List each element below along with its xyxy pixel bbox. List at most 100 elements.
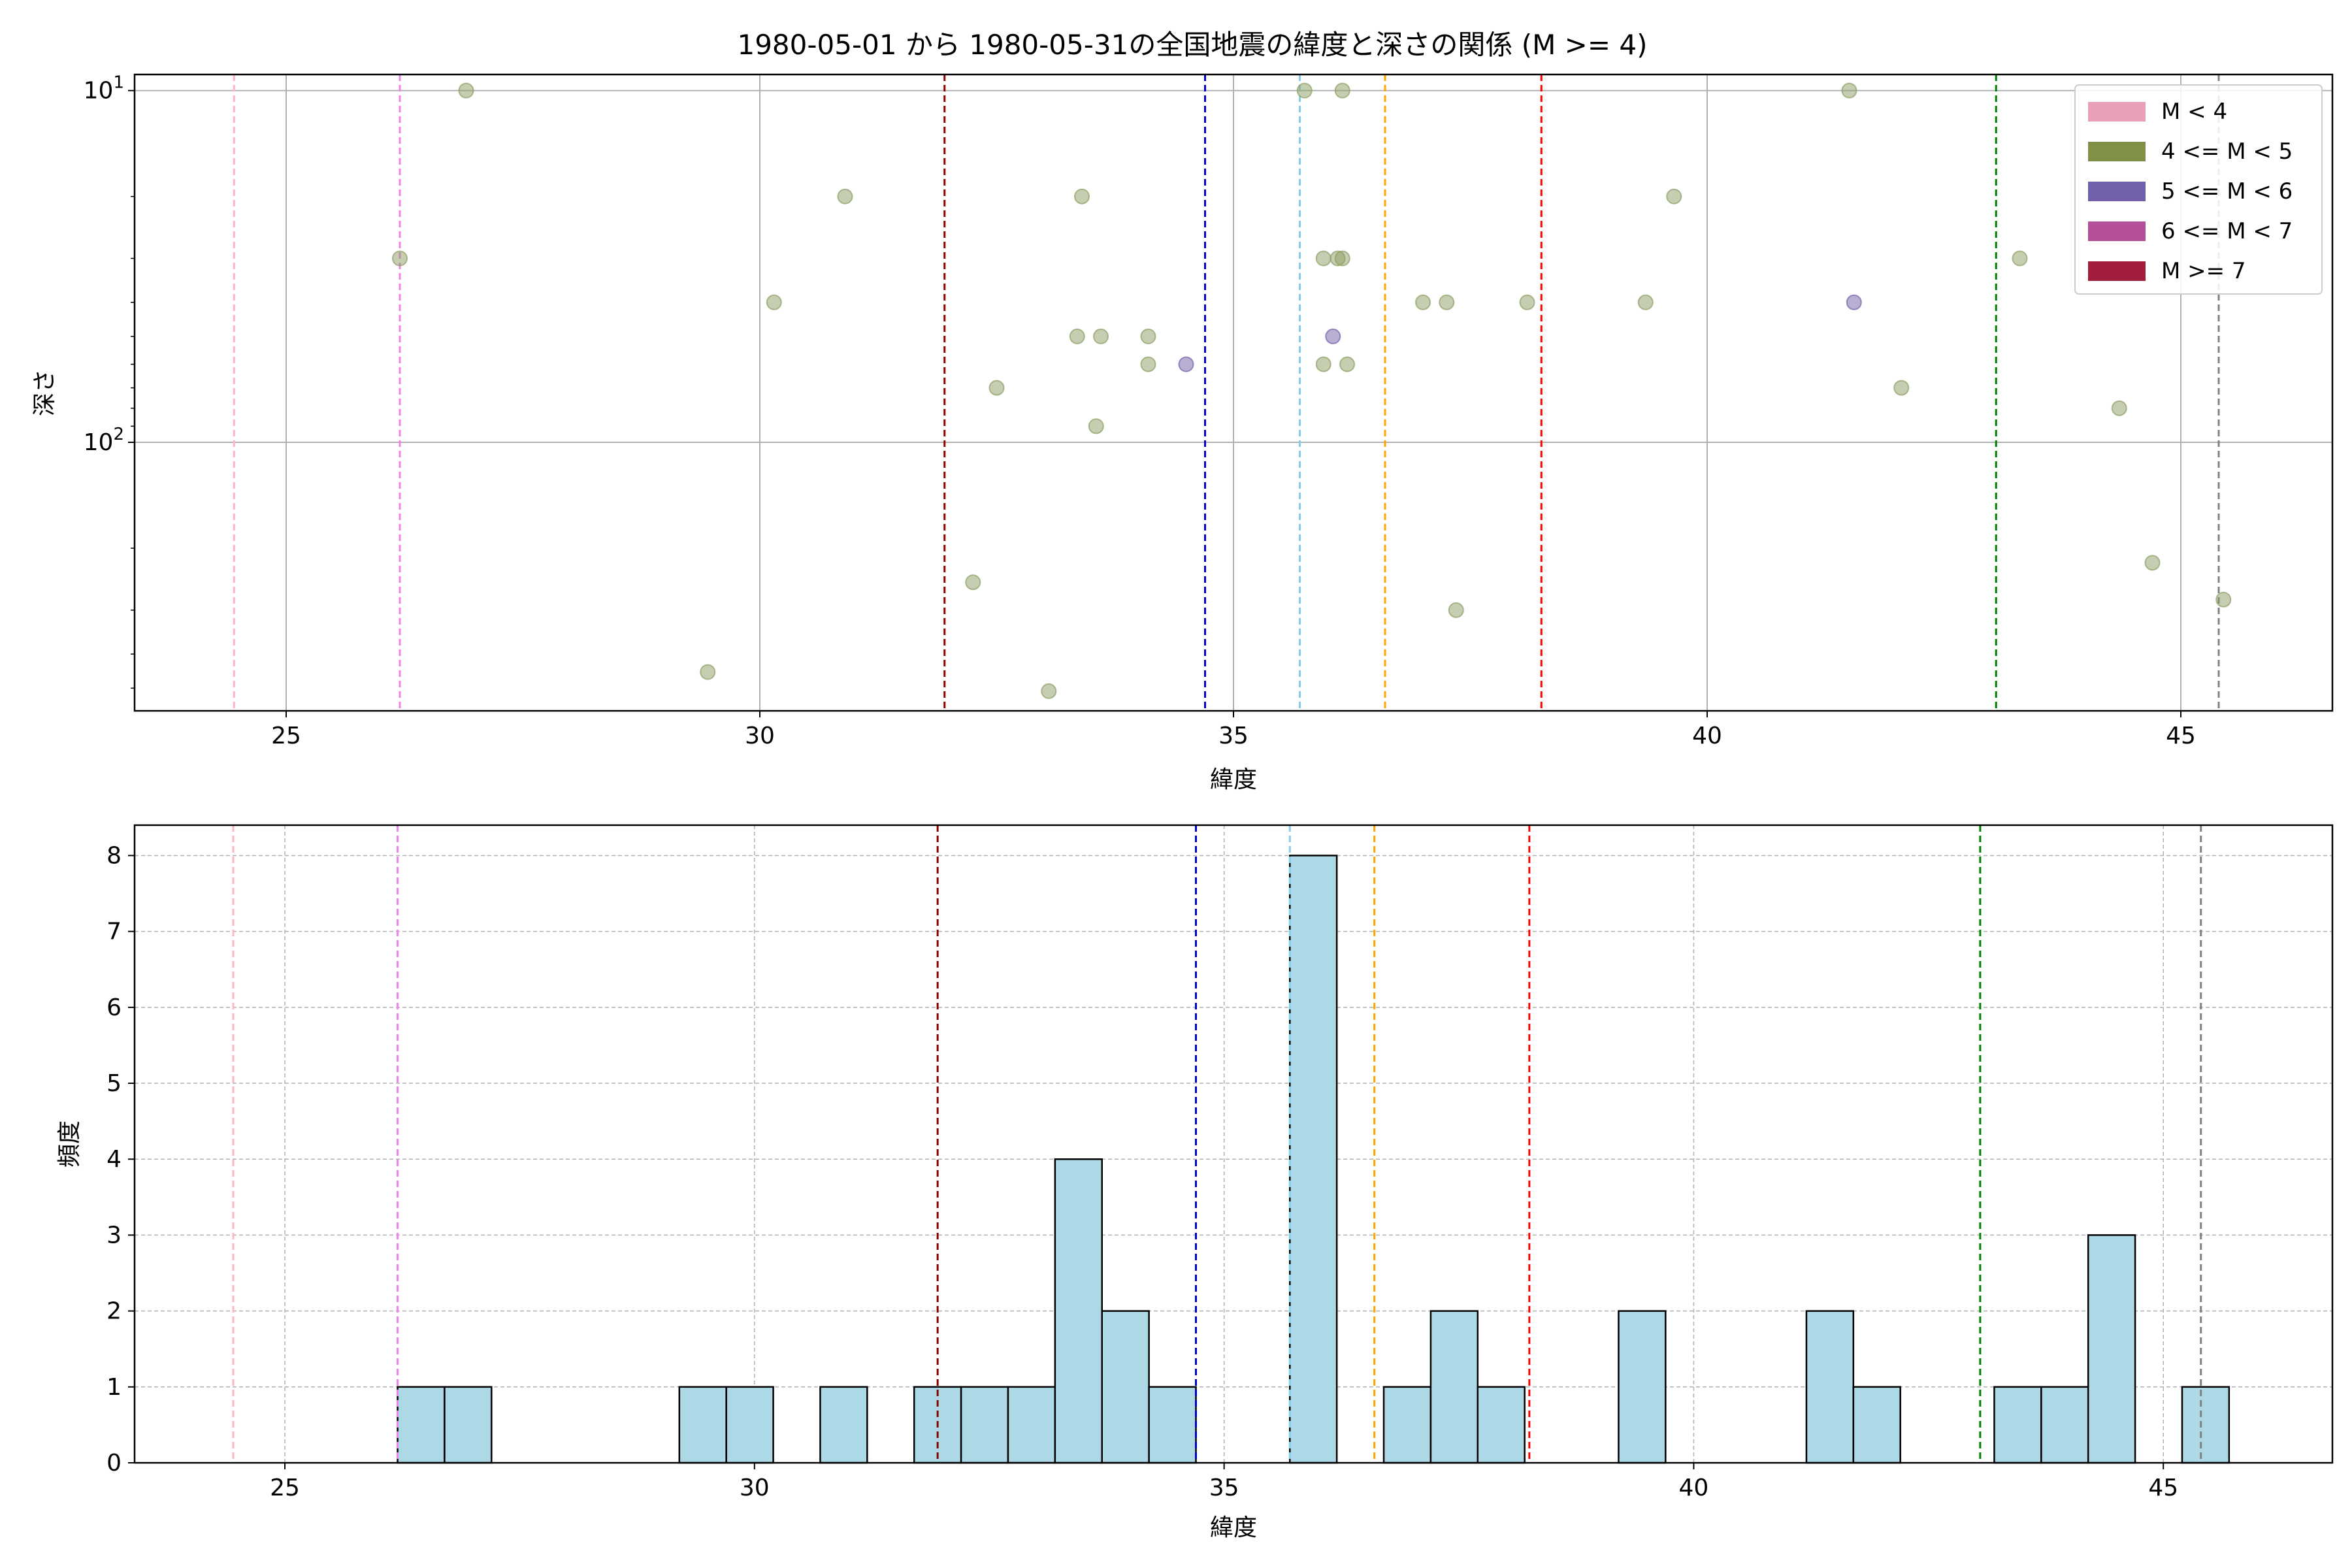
histogram-bar xyxy=(1852,1386,1901,1464)
scatter-point xyxy=(1140,328,1156,344)
histogram-grid xyxy=(135,825,2332,1463)
histogram-xtick-label: 25 xyxy=(270,1475,300,1501)
scatter-point xyxy=(766,294,782,310)
legend-label: 4 <= M < 5 xyxy=(2161,139,2293,165)
scatter-point xyxy=(1296,82,1313,99)
histogram-bar xyxy=(1805,1310,1855,1464)
histogram-ytick-label: 5 xyxy=(106,1070,122,1097)
histogram-bar xyxy=(2181,1386,2230,1464)
histogram-bar xyxy=(1054,1158,1103,1464)
histogram-bar xyxy=(1148,1386,1197,1464)
scatter-point xyxy=(1093,328,1109,344)
scatter-xtick-label: 30 xyxy=(745,723,775,749)
histogram-bar xyxy=(397,1386,446,1464)
scatter-grid xyxy=(135,74,2332,711)
scatter-legend: M < 4 4 <= M < 5 5 <= M < 6 6 <= M < 7 M >= … xyxy=(2074,84,2323,295)
scatter-point xyxy=(1339,356,1355,372)
scatter-point xyxy=(988,380,1005,396)
scatter-point xyxy=(1841,82,1857,99)
scatter-ylabel: 深さ xyxy=(31,369,58,416)
scatter-point xyxy=(1893,380,1910,396)
histogram-bar xyxy=(725,1386,774,1464)
scatter-point xyxy=(1334,82,1350,99)
legend-swatch xyxy=(2088,102,2146,122)
scatter-point xyxy=(458,82,474,99)
legend-label: M >= 7 xyxy=(2161,258,2246,284)
scatter-point xyxy=(1074,188,1090,204)
legend-box xyxy=(2074,84,2323,295)
scatter-ytick-label: 101 xyxy=(84,73,124,105)
histogram-bar xyxy=(1382,1386,1432,1464)
scatter-ticks: 25 30 35 40 45 101 102 xyxy=(84,73,2196,749)
scatter-point xyxy=(1140,356,1156,372)
scatter-point xyxy=(1315,250,1331,267)
legend-label: 5 <= M < 6 xyxy=(2161,178,2293,204)
histogram-bar xyxy=(960,1386,1009,1464)
histogram-ytick-label: 1 xyxy=(106,1374,122,1401)
histogram-bar xyxy=(444,1386,493,1464)
histogram-ytick-label: 4 xyxy=(106,1146,122,1173)
histogram-xlabel: 緯度 xyxy=(1210,1514,1257,1541)
scatter-point xyxy=(1415,294,1431,310)
histogram-xtick-label: 35 xyxy=(1209,1475,1239,1501)
histogram-axes-frame xyxy=(133,824,2334,1464)
scatter-points xyxy=(392,82,2232,699)
histogram-vlines xyxy=(232,825,2202,1463)
scatter-point xyxy=(1439,294,1455,310)
scatter-point xyxy=(1088,418,1104,434)
histogram-ytick-label: 0 xyxy=(106,1450,122,1477)
histogram-bar xyxy=(2087,1234,2136,1464)
histogram-bar xyxy=(1289,855,1338,1464)
histogram-ytick-label: 6 xyxy=(106,994,122,1021)
scatter-point xyxy=(1178,356,1194,372)
histogram-bar xyxy=(1101,1310,1150,1464)
scatter-point xyxy=(837,188,853,204)
legend-swatch xyxy=(2088,142,2146,161)
legend-swatch xyxy=(2088,221,2146,241)
scatter-point xyxy=(2111,400,2127,416)
histogram-bar xyxy=(2040,1386,2089,1464)
scatter-xlabel: 緯度 xyxy=(1210,766,1257,793)
scatter-point xyxy=(965,574,981,591)
scatter-point xyxy=(1325,328,1341,344)
scatter-xtick-label: 40 xyxy=(1692,723,1722,749)
scatter-xtick-label: 45 xyxy=(2166,723,2196,749)
histogram-xtick-label: 30 xyxy=(740,1475,770,1501)
scatter-point xyxy=(1637,294,1654,310)
scatter-point xyxy=(1315,356,1331,372)
histogram-ytick-label: 7 xyxy=(106,919,122,945)
scatter-point xyxy=(1041,683,1057,699)
scatter-point xyxy=(2144,555,2161,571)
histogram-xtick-label: 45 xyxy=(2148,1475,2178,1501)
scatter-point xyxy=(700,664,716,680)
chart-title: 1980-05-01 から 1980-05-31の全国地震の緯度と深さの関係 (… xyxy=(737,29,1647,61)
histogram-bar xyxy=(1993,1386,2042,1464)
histogram-ytick-label: 8 xyxy=(106,842,122,869)
histogram-bar xyxy=(678,1386,727,1464)
histogram-bar xyxy=(819,1386,868,1464)
legend-label: 6 <= M < 7 xyxy=(2161,218,2293,244)
legend-label: M < 4 xyxy=(2161,99,2227,125)
histogram-ylabel: 頻度 xyxy=(56,1120,83,1168)
scatter-point xyxy=(1334,250,1350,267)
scatter-point xyxy=(392,250,408,267)
histogram-ytick-label: 2 xyxy=(106,1298,122,1325)
scatter-point xyxy=(2215,591,2232,608)
histogram-bar xyxy=(1618,1310,1667,1464)
histogram-xtick-label: 40 xyxy=(1679,1475,1709,1501)
histogram-bar xyxy=(1429,1310,1479,1464)
histogram-bar xyxy=(1477,1386,1526,1464)
legend-swatch xyxy=(2088,261,2146,281)
histogram-bars xyxy=(397,855,2230,1464)
histogram-bar xyxy=(1007,1386,1056,1464)
scatter-point xyxy=(1519,294,1535,310)
legend-swatch xyxy=(2088,182,2146,201)
scatter-point xyxy=(1666,188,1682,204)
scatter-ytick-label: 102 xyxy=(84,425,124,456)
scatter-panel: 25 30 35 40 45 101 102 緯度 深さ M < 4 4 <= M < 5 5 … xyxy=(31,73,2334,793)
scatter-point xyxy=(1846,294,1862,310)
